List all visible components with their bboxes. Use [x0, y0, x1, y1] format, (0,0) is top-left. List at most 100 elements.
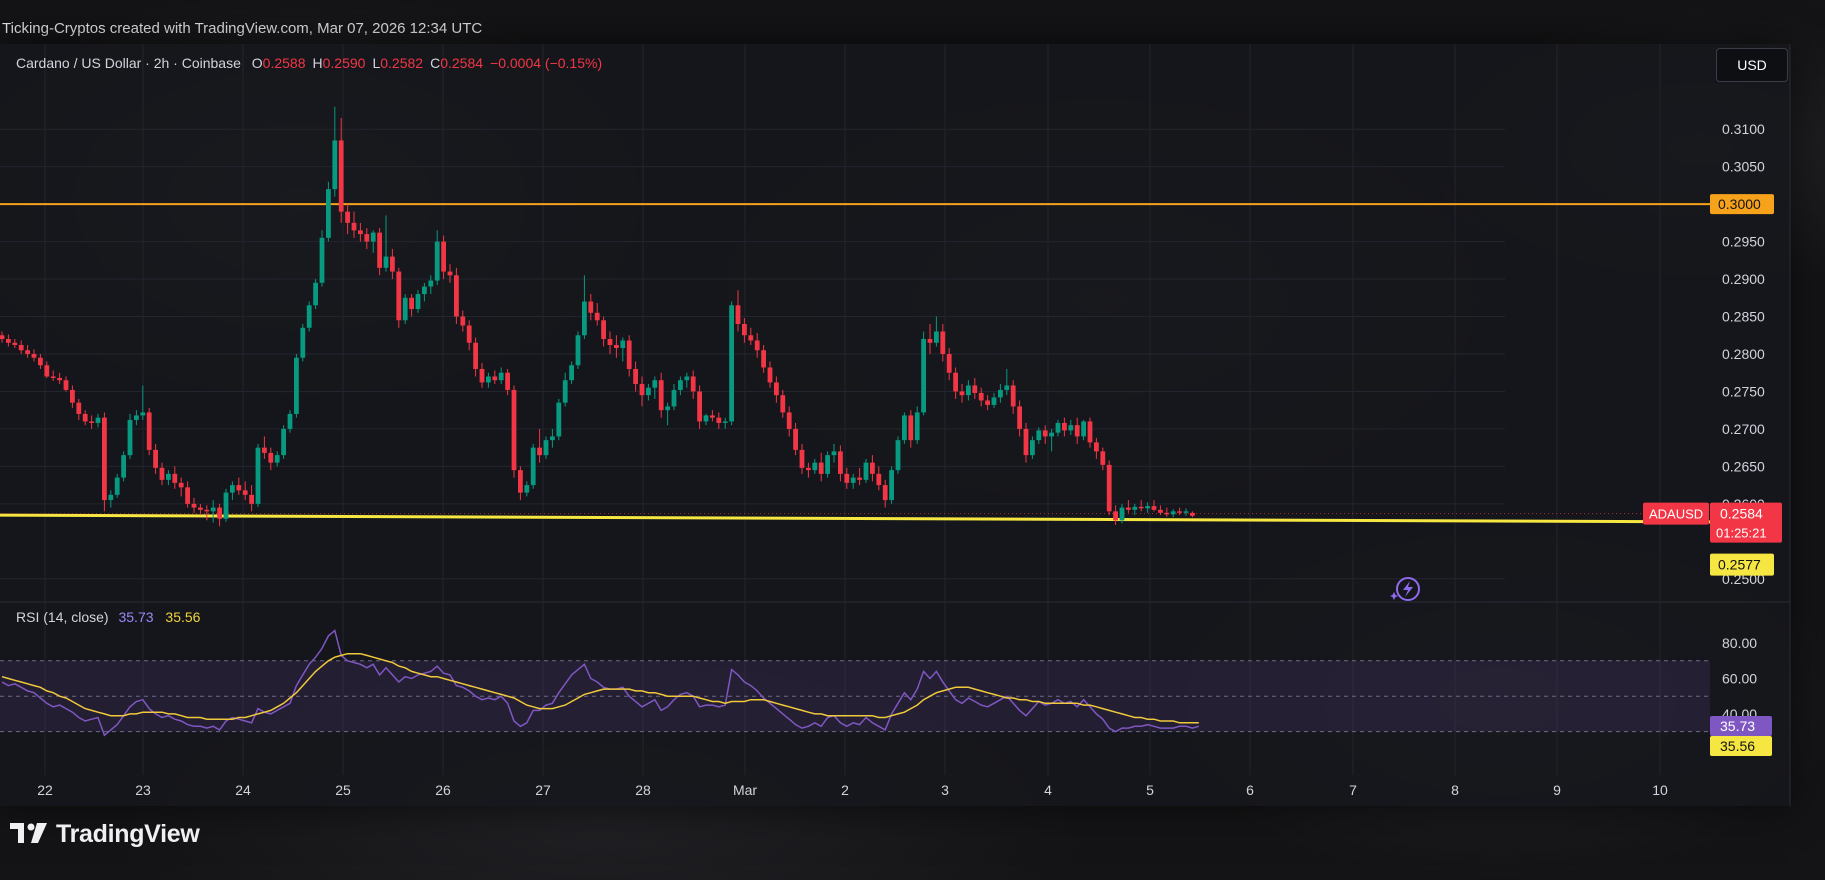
candle-body	[358, 230, 363, 235]
candle-body	[908, 415, 914, 441]
candle-body	[249, 494, 254, 504]
candle-body	[223, 492, 229, 519]
candle-body	[799, 449, 805, 468]
candle	[793, 422, 798, 456]
candle	[63, 376, 69, 392]
candle	[524, 481, 530, 497]
candle-body	[921, 339, 926, 413]
candle-body	[25, 350, 30, 354]
candle	[601, 316, 606, 347]
rsi-legend[interactable]: RSI (14, close) 35.73 35.56	[16, 609, 200, 625]
candle	[204, 505, 210, 521]
candle-body	[332, 140, 338, 190]
candle-body	[153, 449, 158, 468]
candle	[1068, 419, 1074, 435]
candle	[121, 451, 126, 482]
candle-body	[774, 382, 779, 396]
candle-body	[1151, 506, 1157, 510]
candle-body	[902, 415, 907, 441]
candle	[396, 267, 402, 328]
candle	[953, 367, 958, 399]
symbol-legend[interactable]: Cardano / US Dollar · 2h · Coinbase O0.2…	[16, 55, 609, 71]
tradingview-logo[interactable]: TradingView	[10, 819, 200, 849]
candle-body	[402, 297, 408, 321]
candle-body	[537, 447, 542, 456]
candle	[146, 407, 152, 456]
candle-body	[1094, 442, 1099, 452]
candle	[780, 389, 786, 418]
candle	[940, 324, 946, 362]
candle	[326, 181, 331, 242]
candles	[0, 106, 1195, 527]
candle	[364, 228, 370, 250]
currency-button[interactable]: USD	[1716, 48, 1788, 82]
candle-body	[550, 436, 555, 441]
ohlc-open: 0.2588	[262, 55, 306, 71]
candle-body	[601, 320, 606, 339]
candle-body	[505, 372, 510, 390]
candle-body	[172, 473, 178, 483]
candle	[729, 301, 734, 426]
rsi-band	[0, 660, 1710, 733]
candle	[377, 228, 382, 276]
support-price-tag	[1710, 553, 1774, 576]
candle	[236, 477, 242, 495]
candle	[703, 413, 709, 426]
candle	[242, 481, 248, 501]
candle-body	[569, 365, 574, 381]
candle-body	[127, 419, 133, 456]
candle-body	[1042, 430, 1048, 437]
time-tick-label: 28	[635, 782, 651, 798]
candle	[882, 479, 888, 508]
candle	[313, 279, 318, 310]
candle	[1042, 425, 1048, 444]
candle-body	[594, 312, 600, 321]
candle-body	[146, 412, 152, 450]
candle-body	[1183, 511, 1189, 513]
candle-body	[1049, 432, 1054, 437]
candle	[1177, 507, 1182, 516]
lightning-icon[interactable]	[1390, 574, 1424, 604]
time-tick-label: 23	[135, 782, 151, 798]
candle-body	[447, 271, 453, 276]
candle	[76, 398, 82, 420]
time-tick-label: 10	[1652, 782, 1668, 798]
candle	[114, 473, 120, 498]
time-tick-label: 5	[1146, 782, 1154, 798]
candle-body	[998, 389, 1003, 398]
candle-body	[351, 222, 357, 231]
candle-body	[697, 391, 702, 422]
ohlc-high-label: H	[312, 55, 323, 71]
candle-body	[863, 462, 869, 480]
candle	[1106, 460, 1112, 516]
candle	[102, 412, 107, 512]
candle	[178, 477, 184, 497]
candle	[294, 353, 299, 418]
candle	[230, 481, 235, 501]
candle-body	[895, 440, 901, 471]
candle	[108, 490, 114, 508]
candle-body	[1036, 430, 1042, 441]
rsi-lines	[1, 629, 1200, 737]
candle-body	[825, 455, 830, 474]
price-tick-label: 0.2700	[1722, 421, 1765, 437]
candle-body	[6, 339, 11, 343]
candle-body	[530, 447, 536, 486]
candle-body	[82, 413, 88, 422]
chart-panel[interactable]	[0, 44, 1790, 806]
candle-body	[1170, 511, 1176, 515]
candle	[959, 383, 965, 403]
candle	[454, 267, 459, 325]
candle	[18, 340, 24, 354]
candle	[1170, 509, 1176, 518]
candle	[38, 353, 43, 369]
candle-body	[524, 485, 530, 493]
candle-body	[370, 232, 376, 242]
candle	[191, 497, 197, 513]
candle	[319, 230, 325, 287]
candle	[434, 230, 440, 286]
time-tick-label: 9	[1553, 782, 1561, 798]
candle	[620, 337, 626, 362]
ohlc-open-label: O	[251, 55, 263, 71]
